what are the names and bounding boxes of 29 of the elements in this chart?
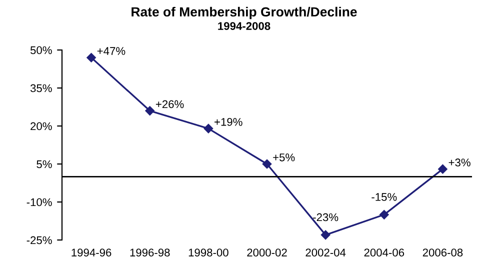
point xyxy=(380,210,389,220)
point xyxy=(204,124,214,134)
data-label: +47% xyxy=(97,47,126,55)
point xyxy=(262,159,272,169)
y-tick-label: -10% xyxy=(26,198,52,206)
x-tick-label: 2006-08 xyxy=(422,248,463,256)
y-tick-label: 5% xyxy=(36,160,52,168)
data-label: -15% xyxy=(372,193,397,201)
data-label: +3% xyxy=(448,158,470,166)
point xyxy=(438,164,448,174)
point xyxy=(145,106,154,116)
data-label: +26% xyxy=(156,100,184,108)
y-tick-label: -25% xyxy=(26,236,52,244)
y-tick-label: 20% xyxy=(30,122,52,130)
x-tick-label: 2004-06 xyxy=(364,248,404,256)
point xyxy=(86,52,96,62)
x-tick-label: 2002-04 xyxy=(306,248,346,256)
x-tick-label: 1996-98 xyxy=(130,248,170,256)
data-label: +5% xyxy=(273,154,295,162)
x-tick-label: 1994-96 xyxy=(72,248,112,256)
x-tick-label: 2000-02 xyxy=(247,248,287,256)
data-label: +19% xyxy=(214,118,242,126)
y-tick-label: 50% xyxy=(30,46,52,54)
data-label: -23% xyxy=(313,213,338,222)
point xyxy=(320,230,330,240)
x-tick-label: 1998-00 xyxy=(188,248,228,256)
chart-title: Rate of Membership Growth/Decline xyxy=(132,6,357,20)
y-tick-label: 35% xyxy=(30,84,52,92)
chart-subtitle: 1994-2008 xyxy=(218,22,270,30)
